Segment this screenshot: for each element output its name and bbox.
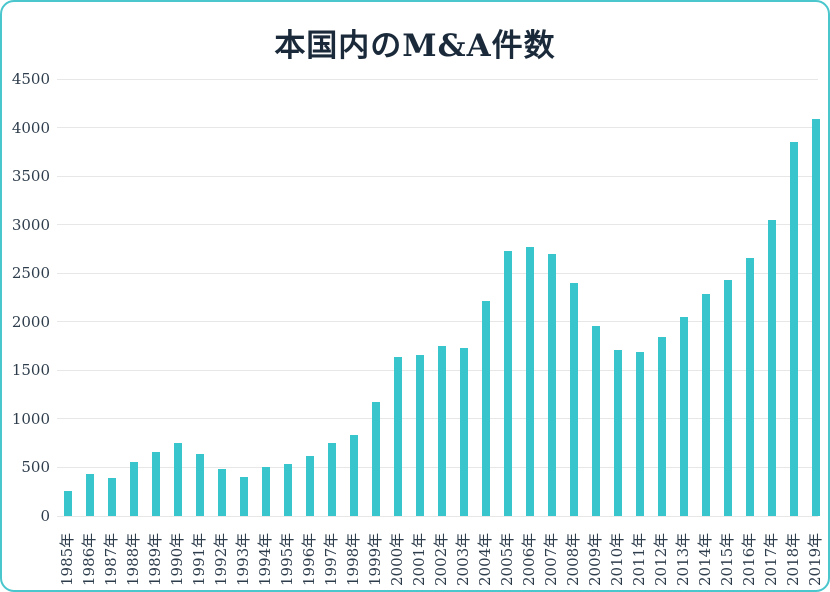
y-tick-label: 2000 xyxy=(11,312,50,331)
bar-2014年 xyxy=(702,294,710,516)
bar-2010年 xyxy=(614,350,622,516)
x-tick-label: 2019年 xyxy=(806,532,824,586)
x-tick-label: 1996年 xyxy=(300,532,318,586)
y-tick-label: 500 xyxy=(21,458,50,477)
x-axis-line xyxy=(57,515,818,517)
x-tick-label: 2009年 xyxy=(586,532,604,586)
bar-2007年 xyxy=(548,254,556,516)
bar-2016年 xyxy=(746,258,754,516)
x-tick-label: 1990年 xyxy=(168,532,186,586)
x-tick-label: 1999年 xyxy=(366,532,384,586)
gridline xyxy=(57,272,818,274)
x-tick-label: 1989年 xyxy=(146,532,164,586)
y-tick-label: 3000 xyxy=(11,215,50,234)
bar-2005年 xyxy=(504,251,512,516)
gridline xyxy=(57,175,818,177)
x-tick-label: 2004年 xyxy=(476,532,494,586)
x-tick-label: 2017年 xyxy=(762,532,780,586)
gridline xyxy=(57,127,818,129)
bar-2004年 xyxy=(482,301,490,516)
bar-1994年 xyxy=(262,467,270,516)
x-tick-label: 1986年 xyxy=(80,532,98,586)
bar-2018年 xyxy=(790,142,798,516)
bar-2015年 xyxy=(724,280,732,516)
bar-2012年 xyxy=(658,337,666,516)
x-tick-label: 2018年 xyxy=(784,532,802,586)
bar-2006年 xyxy=(526,247,534,516)
x-tick-label: 2008年 xyxy=(564,532,582,586)
bar-1989年 xyxy=(152,452,160,516)
gridline xyxy=(57,224,818,226)
gridline xyxy=(57,321,818,323)
x-tick-label: 1992年 xyxy=(212,532,230,586)
y-tick-label: 1000 xyxy=(11,409,50,428)
x-tick-label: 2005年 xyxy=(498,532,516,586)
x-tick-label: 1995年 xyxy=(278,532,296,586)
y-tick-label: 1500 xyxy=(11,361,50,380)
bar-1985年 xyxy=(64,491,72,516)
bar-2013年 xyxy=(680,317,688,516)
x-tick-label: 2002年 xyxy=(432,532,450,586)
x-tick-label: 1997年 xyxy=(322,532,340,586)
x-tick-label: 1988年 xyxy=(124,532,142,586)
x-tick-label: 2001年 xyxy=(410,532,428,586)
x-tick-label: 1987年 xyxy=(102,532,120,586)
x-tick-label: 1991年 xyxy=(190,532,208,586)
x-tick-label: 2000年 xyxy=(388,532,406,586)
y-tick-label: 3500 xyxy=(11,167,50,186)
x-tick-label: 1985年 xyxy=(58,532,76,586)
bar-1986年 xyxy=(86,474,94,516)
bar-1990年 xyxy=(174,443,182,516)
x-tick-label: 1993年 xyxy=(234,532,252,586)
y-tick-label: 4500 xyxy=(11,70,50,88)
bar-2011年 xyxy=(636,352,644,516)
bar-1995年 xyxy=(284,464,292,516)
bar-1996年 xyxy=(306,456,314,516)
bar-1999年 xyxy=(372,402,380,516)
gridline xyxy=(57,78,818,80)
chart-title: 本国内のM&A件数 xyxy=(274,28,556,64)
x-tick-label: 1994年 xyxy=(256,532,274,586)
bar-1988年 xyxy=(130,462,138,516)
bar-2001年 xyxy=(416,355,424,516)
x-tick-label: 2014年 xyxy=(696,532,714,586)
bar-1998年 xyxy=(350,435,358,516)
bar-1992年 xyxy=(218,469,226,516)
x-tick-label: 2010年 xyxy=(608,532,626,586)
x-tick-label: 2016年 xyxy=(740,532,758,586)
gridline xyxy=(57,369,818,371)
gridline xyxy=(57,466,818,468)
x-tick-label: 2003年 xyxy=(454,532,472,586)
x-tick-label: 2013年 xyxy=(674,532,692,586)
bar-1991年 xyxy=(196,454,204,516)
bar-2003年 xyxy=(460,348,468,516)
bar-2019年 xyxy=(812,119,820,516)
x-tick-label: 2007年 xyxy=(542,532,560,586)
bar-1993年 xyxy=(240,477,248,516)
y-tick-label: 0 xyxy=(40,507,50,525)
bar-2008年 xyxy=(570,283,578,516)
y-tick-label: 2500 xyxy=(11,264,50,283)
y-tick-label: 4000 xyxy=(11,118,50,137)
x-tick-label: 2015年 xyxy=(718,532,736,586)
x-tick-label: 2012年 xyxy=(652,532,670,586)
bar-2002年 xyxy=(438,346,446,516)
bar-2000年 xyxy=(394,357,402,516)
gridline xyxy=(57,418,818,420)
bar-2009年 xyxy=(592,326,600,516)
x-tick-label: 2006年 xyxy=(520,532,538,586)
plot-area xyxy=(57,78,820,517)
bar-1997年 xyxy=(328,443,336,516)
x-tick-label: 1998年 xyxy=(344,532,362,586)
x-tick-label: 2011年 xyxy=(630,532,648,586)
bar-2017年 xyxy=(768,220,776,516)
bar-1987年 xyxy=(108,478,116,516)
